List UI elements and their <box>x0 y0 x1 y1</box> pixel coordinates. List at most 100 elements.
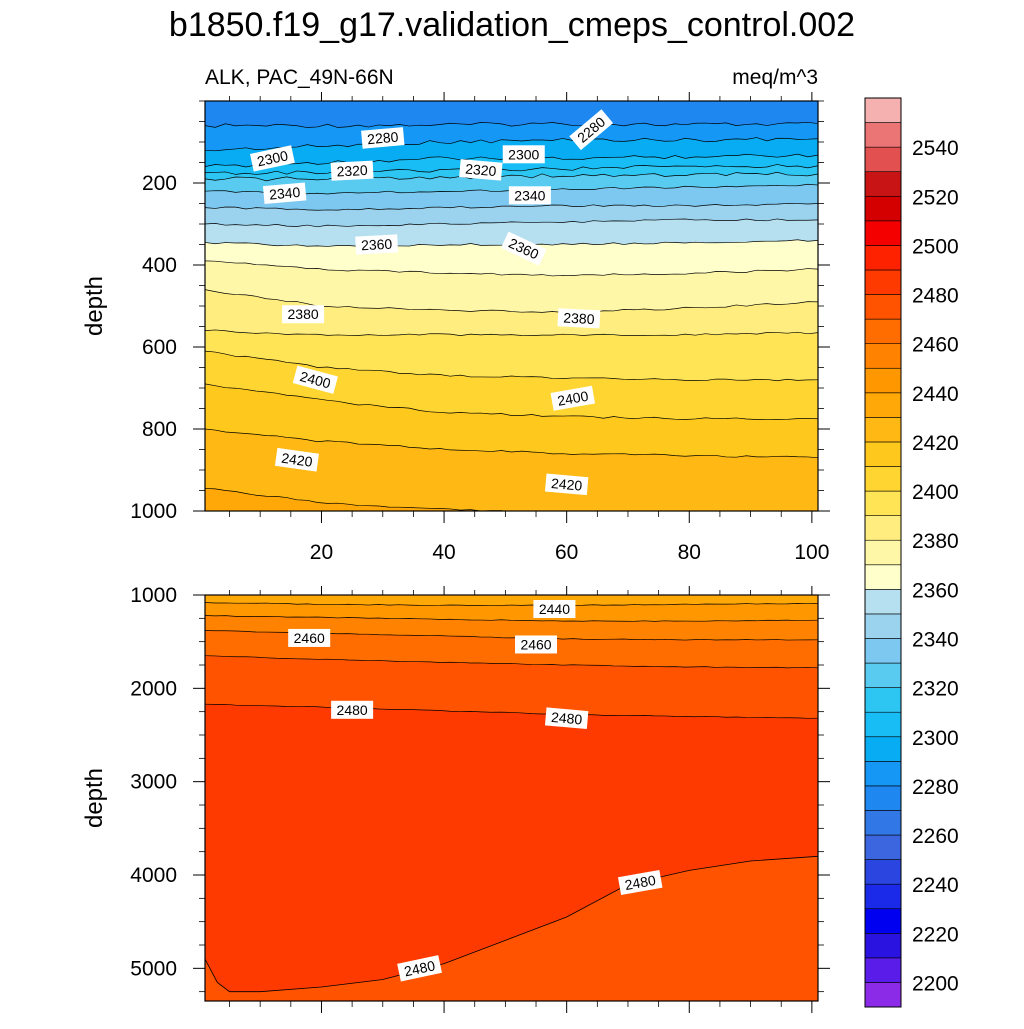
contour-label: 2400 <box>292 365 338 394</box>
contour-label: 2480 <box>617 869 663 895</box>
contour-line <box>205 260 818 277</box>
colorbar-swatch <box>864 294 902 320</box>
contour-label-bg <box>262 182 307 205</box>
y-tick-label: 2000 <box>130 677 177 700</box>
colorbar-tick-label: 2460 <box>912 334 959 357</box>
colorbar-swatch <box>864 638 902 664</box>
colorbar-tick-label: 2480 <box>912 285 959 308</box>
colorbar-swatch <box>864 785 902 811</box>
contour-line <box>205 329 818 337</box>
y-tick-label: 3000 <box>130 771 177 794</box>
colorbar-swatch <box>864 146 902 173</box>
contour-label: 2320 <box>459 159 503 181</box>
colorbar-swatch <box>864 269 902 295</box>
contour-label-text: 2420 <box>550 475 583 494</box>
colorbar-swatch <box>864 810 902 836</box>
y-tick-label: 5000 <box>130 957 177 980</box>
colorbar-swatch <box>864 908 902 934</box>
contour-label: 2400 <box>550 385 596 411</box>
colorbar-swatch <box>864 761 902 787</box>
contour-label-text: 2340 <box>268 184 301 203</box>
contour-line <box>205 218 818 228</box>
plot-frame <box>204 594 819 1002</box>
colorbar-tick-label: 2280 <box>912 776 959 799</box>
contour-label: 2380 <box>282 305 325 324</box>
contour-label: 2300 <box>502 145 545 164</box>
contour-label: 2340 <box>262 182 307 205</box>
contour-label-text: 2400 <box>556 388 590 409</box>
colorbar-tick-label: 2260 <box>912 825 959 848</box>
colorbar-tick-label: 2380 <box>912 530 959 553</box>
colorbar: 2200 2220 2240 2260 2280 2300 2320 2340 2360 2380… <box>864 97 959 1008</box>
contour-label-text: 2460 <box>520 636 551 652</box>
colorbar-swatch <box>864 343 902 369</box>
contour-label-bg <box>331 700 374 719</box>
contour-label: 2440 <box>533 600 576 618</box>
colorbar-tick-label: 2320 <box>912 678 959 701</box>
contour-label-bg <box>515 635 558 654</box>
contour-line <box>205 121 818 128</box>
contour-line <box>205 655 818 669</box>
contour-label-text: 2380 <box>563 309 595 327</box>
contour-label: 2360 <box>355 234 399 255</box>
colorbar-swatch <box>864 834 902 860</box>
contour-label: 2460 <box>515 635 558 654</box>
contour-label-bg <box>569 109 614 151</box>
chart-title: b1850.f19_g17.validation_cmeps_control.0… <box>169 6 855 44</box>
colorbar-swatch <box>864 711 902 738</box>
colorbar-tick-label: 2400 <box>912 481 959 504</box>
x-tick-label: 80 <box>678 541 701 564</box>
contour-label: 2480 <box>397 955 442 982</box>
colorbar-swatch <box>864 195 902 222</box>
colorbar-swatch <box>864 736 902 762</box>
colorbar-swatch <box>864 932 902 959</box>
colorbar-swatch <box>864 515 902 541</box>
colorbar-tick-label: 2440 <box>912 383 959 406</box>
contour-label-bg <box>557 308 601 329</box>
y-tick-label: 600 <box>142 336 177 359</box>
contour-label: 2340 <box>508 186 551 205</box>
contour-label: 2420 <box>274 447 319 472</box>
contour-line <box>205 428 818 459</box>
contour-label-bg <box>550 385 596 411</box>
colorbar-tick-label: 2540 <box>912 137 959 160</box>
contour-label-bg <box>355 234 399 255</box>
contour-label-bg <box>361 127 405 149</box>
colorbar-frame <box>864 97 902 1008</box>
contour-label-bg <box>544 473 589 496</box>
contour-label-text: 2320 <box>336 162 368 180</box>
contour-label-bg <box>282 305 325 324</box>
colorbar-swatch <box>864 171 902 197</box>
contour-label-text: 2320 <box>465 161 498 180</box>
y-tick-label: 800 <box>142 418 177 441</box>
contour-line <box>205 383 818 420</box>
colorbar-tick-label: 2420 <box>912 432 959 455</box>
contour-label-text: 2440 <box>539 601 570 617</box>
colorbar-swatch <box>864 687 902 713</box>
contour-line <box>205 602 818 606</box>
contour-line <box>205 137 818 152</box>
contour-line <box>205 488 522 511</box>
colorbar-swatch <box>864 122 902 148</box>
contour-label: 2280 <box>361 127 405 149</box>
contour-label-text: 2300 <box>508 146 539 162</box>
colorbar-swatch <box>864 957 902 983</box>
y-tick-label: 400 <box>142 254 177 277</box>
contour-label-text: 2480 <box>623 872 657 893</box>
contour-line <box>205 289 818 314</box>
y-axis-label: depth <box>81 276 108 336</box>
contour-label-text: 2460 <box>294 630 325 646</box>
contour-label: 2460 <box>288 628 331 647</box>
contour-label-text: 2360 <box>361 236 393 254</box>
x-tick-label: 100 <box>794 541 829 564</box>
contour-label-bg <box>544 707 589 729</box>
contour-label-text: 2300 <box>256 147 290 169</box>
contour-band <box>205 856 818 1001</box>
contour-label-bg <box>508 186 551 205</box>
colorbar-swatch <box>864 466 902 492</box>
contour-line <box>205 703 818 719</box>
colorbar-swatch <box>864 245 902 271</box>
colorbar-swatch <box>864 220 902 246</box>
x-tick-label: 60 <box>555 541 578 564</box>
